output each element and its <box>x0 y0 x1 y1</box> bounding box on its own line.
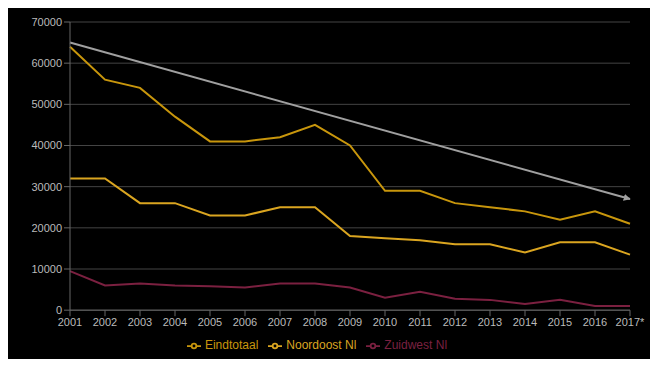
svg-text:2014: 2014 <box>513 316 537 328</box>
html-text:Noordoost Nl: Noordoost Nl <box>286 338 357 353</box>
svg-text:2008: 2008 <box>303 316 327 328</box>
svg-text:2007: 2007 <box>268 316 292 328</box>
svg-text:60000: 60000 <box>31 57 62 69</box>
svg-text:20000: 20000 <box>31 222 62 234</box>
svg-text:40000: 40000 <box>31 139 62 151</box>
svg-text:2012: 2012 <box>443 316 467 328</box>
svg-text:2004: 2004 <box>163 316 187 328</box>
svg-text:0: 0 <box>56 304 62 316</box>
svg-text:2013: 2013 <box>478 316 502 328</box>
svg-text:2002: 2002 <box>93 316 117 328</box>
svg-text:70000: 70000 <box>31 16 62 28</box>
svg-text:2011: 2011 <box>408 316 432 328</box>
svg-text:2015: 2015 <box>548 316 572 328</box>
svg-text:2016: 2016 <box>583 316 607 328</box>
svg-text:2005: 2005 <box>198 316 222 328</box>
svg-text:2003: 2003 <box>128 316 152 328</box>
html-text:Zuidwest Nl: Zuidwest Nl <box>384 338 447 353</box>
html-text:Eindtotaal: Eindtotaal <box>205 338 259 353</box>
svg-text:30000: 30000 <box>31 181 62 193</box>
svg-text:10000: 10000 <box>31 263 62 275</box>
svg-text:2006: 2006 <box>233 316 257 328</box>
svg-text:2017*: 2017* <box>616 316 645 328</box>
svg-text:2001: 2001 <box>58 316 82 328</box>
svg-text:2010: 2010 <box>373 316 397 328</box>
svg-text:50000: 50000 <box>31 98 62 110</box>
svg-text:2009: 2009 <box>338 316 362 328</box>
